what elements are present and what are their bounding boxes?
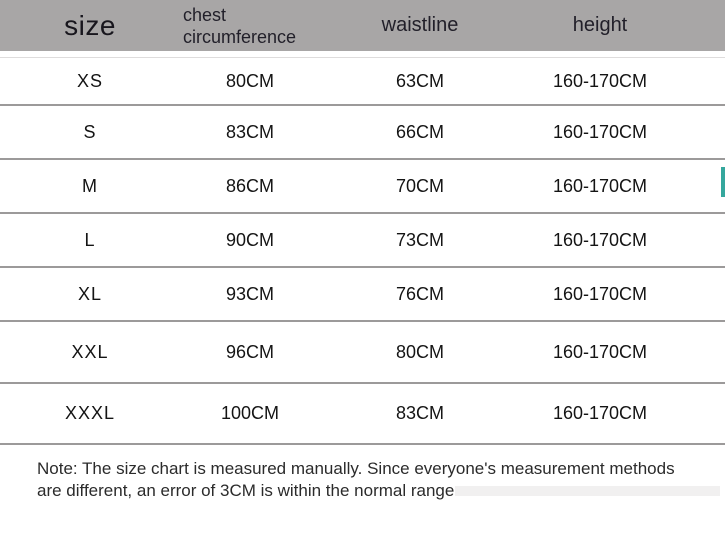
- chest-cell: 96CM: [225, 341, 274, 362]
- scroll-indicator-fragment: [721, 167, 725, 197]
- size-cell: XXL: [71, 341, 109, 362]
- table-row-m: M 86CM 70CM 160-170CM: [0, 160, 725, 214]
- height-cell: 160-170CM: [552, 121, 648, 142]
- column-header-size: size: [64, 9, 116, 41]
- chest-cell: 80CM: [225, 70, 274, 91]
- size-chart-body: XS 80CM 63CM 160-170CM S 83CM 66CM 160-1…: [0, 57, 725, 445]
- chest-cell: 93CM: [225, 283, 274, 304]
- waist-cell: 73CM: [395, 229, 444, 250]
- table-row-xl: XL 93CM 76CM 160-170CM: [0, 268, 725, 322]
- waist-cell: 76CM: [395, 283, 444, 304]
- size-cell: XL: [77, 283, 103, 304]
- table-row-s: S 83CM 66CM 160-170CM: [0, 106, 725, 160]
- chest-cell: 86CM: [225, 175, 274, 196]
- height-cell: 160-170CM: [552, 70, 648, 91]
- size-cell: L: [84, 229, 96, 250]
- height-cell: 160-170CM: [552, 341, 648, 362]
- table-row-l: L 90CM 73CM 160-170CM: [0, 214, 725, 268]
- waist-cell: 66CM: [395, 121, 444, 142]
- column-header-waistline: waistline: [381, 14, 459, 36]
- chest-cell: 83CM: [225, 121, 274, 142]
- table-row-xxxl: XXXL 100CM 83CM 160-170CM: [0, 384, 725, 445]
- chest-cell: 90CM: [225, 229, 274, 250]
- size-cell: XXXL: [64, 403, 116, 423]
- table-row-xs: XS 80CM 63CM 160-170CM: [0, 58, 725, 106]
- size-cell: M: [82, 175, 98, 196]
- waist-cell: 63CM: [395, 70, 444, 91]
- waist-cell: 80CM: [395, 341, 444, 362]
- size-cell: XS: [76, 70, 103, 91]
- watermark-smudge: [455, 486, 720, 496]
- measurement-note: Note: The size chart is measured manuall…: [37, 459, 675, 500]
- height-cell: 160-170CM: [552, 283, 648, 304]
- chest-cell: 100CM: [220, 403, 280, 423]
- height-cell: 160-170CM: [552, 403, 648, 423]
- size-chart-header-row: size chest circumference waistline heigh…: [0, 0, 725, 51]
- table-row-xxl: XXL 96CM 80CM 160-170CM: [0, 322, 725, 384]
- column-header-chest-circumference: chest circumference: [183, 4, 297, 47]
- waist-cell: 70CM: [395, 175, 444, 196]
- waist-cell: 83CM: [395, 403, 444, 423]
- column-header-height: height: [572, 14, 628, 36]
- size-cell: S: [83, 121, 97, 142]
- height-cell: 160-170CM: [552, 229, 648, 250]
- height-cell: 160-170CM: [552, 175, 648, 196]
